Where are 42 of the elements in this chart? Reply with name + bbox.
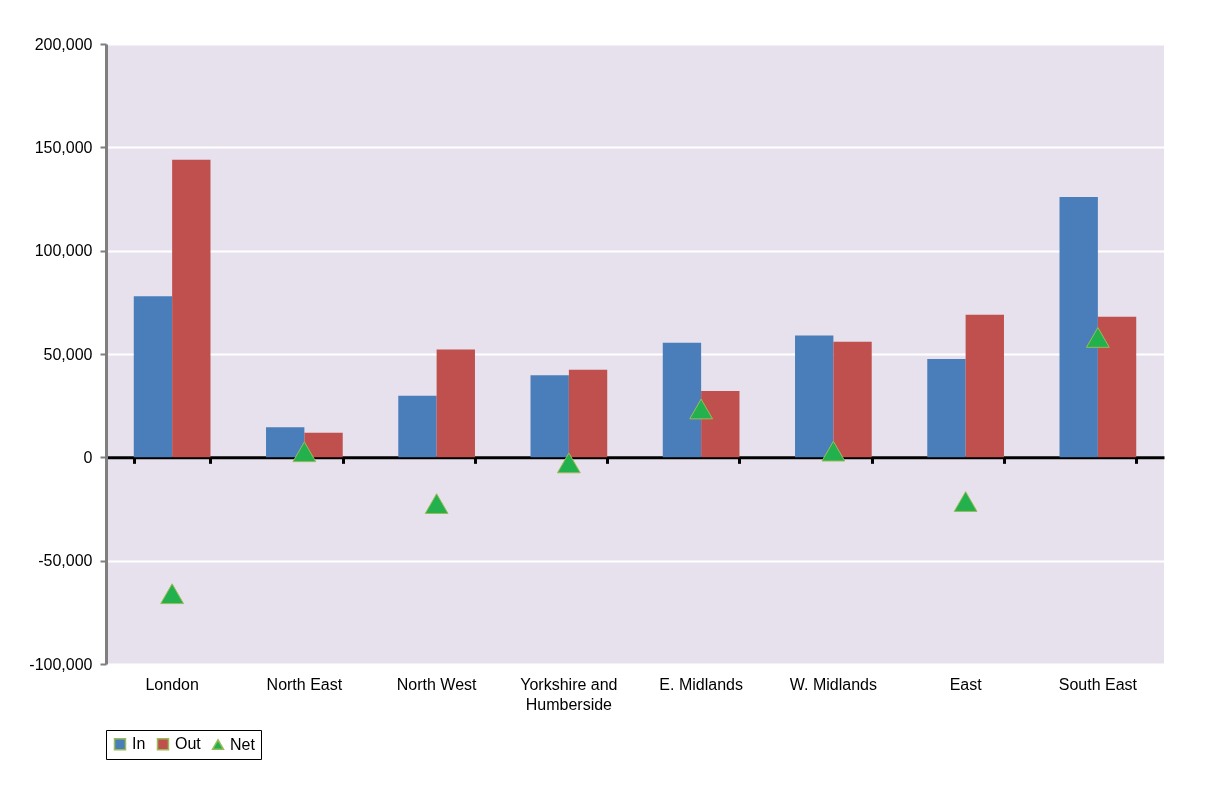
point <box>424 493 449 514</box>
bar <box>568 369 608 458</box>
point <box>556 452 581 474</box>
y-tick-label: 100,000 <box>34 242 93 260</box>
y-tick-label: 0 <box>83 448 93 466</box>
point <box>292 441 317 463</box>
legend-label: In <box>132 735 146 753</box>
y-tick-label: 200,000 <box>34 35 93 53</box>
bar <box>1059 196 1098 458</box>
legend-label: Out <box>175 735 202 753</box>
bar <box>662 342 702 458</box>
bar <box>266 427 305 458</box>
y-tick-label: -100,000 <box>29 655 93 673</box>
x-tick-label: London <box>145 675 199 693</box>
point <box>821 440 846 462</box>
x-tick-label: North West <box>396 675 478 693</box>
bar <box>1097 316 1137 458</box>
bar <box>172 159 211 458</box>
bar <box>436 349 475 458</box>
bar <box>833 341 872 458</box>
x-tick-label: North East <box>266 675 343 693</box>
x-tick-label: W. Midlands <box>789 675 877 693</box>
bar <box>530 375 569 458</box>
bar <box>701 390 740 458</box>
bar <box>398 395 437 458</box>
point <box>953 491 978 512</box>
point <box>160 583 185 605</box>
bar <box>304 432 343 458</box>
x-tick-label: South East <box>1058 675 1138 693</box>
y-tick-label: 50,000 <box>43 345 93 363</box>
x-tick-label: Yorkshire and Humberside <box>520 675 618 713</box>
x-tick-label: East <box>949 675 983 693</box>
bar <box>965 314 1004 458</box>
y-tick-label: -50,000 <box>38 552 93 570</box>
bar <box>795 335 834 458</box>
bar <box>927 358 966 458</box>
legend-label: Net <box>230 735 256 753</box>
y-tick-label: 150,000 <box>34 138 93 156</box>
x-tick-label: E. Midlands <box>659 675 743 693</box>
point <box>689 398 714 420</box>
bar <box>133 296 173 458</box>
point <box>1085 327 1110 348</box>
